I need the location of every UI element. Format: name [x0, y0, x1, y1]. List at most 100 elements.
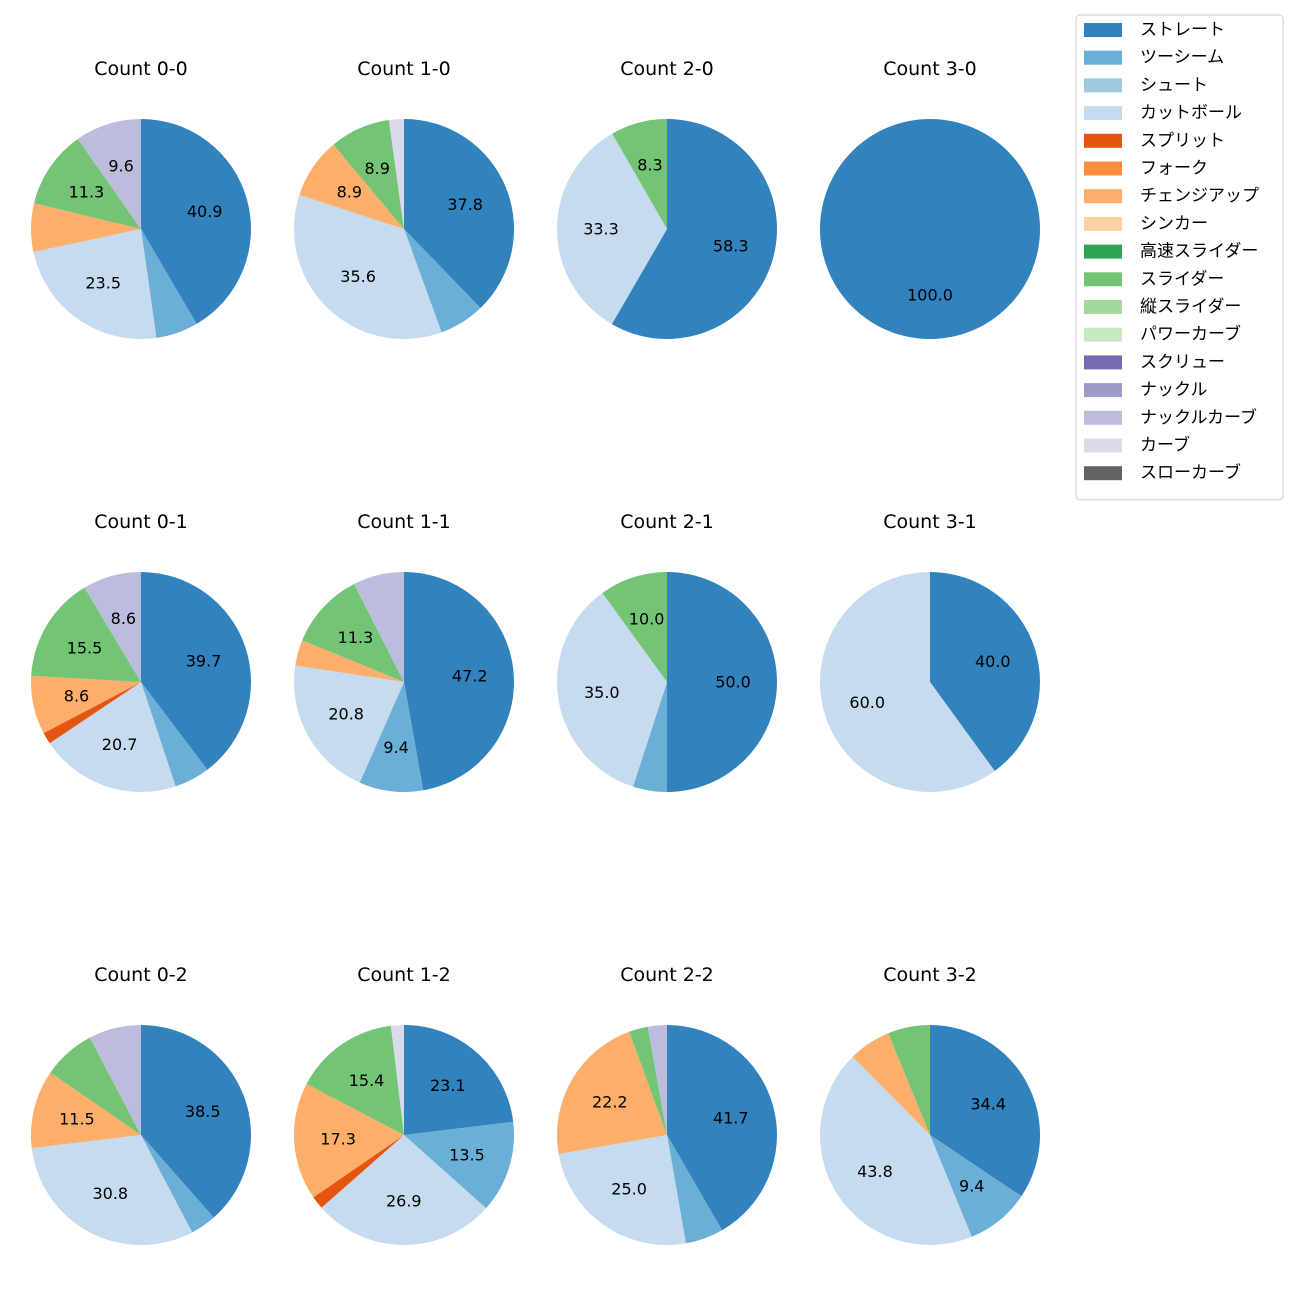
legend-entry: ナックル [1084, 380, 1208, 400]
legend-label: ナックル [1140, 380, 1208, 400]
pie-slice [930, 572, 1041, 771]
pie-slice [602, 572, 667, 682]
slice-value-label: 39.7 [186, 652, 222, 671]
slice-value-label: 9.4 [383, 738, 408, 757]
pie-slice [629, 1026, 667, 1135]
slice-value-label: 30.8 [92, 1184, 128, 1203]
slice-value-label: 17.3 [320, 1129, 356, 1148]
slice-value-label: 23.5 [85, 274, 121, 293]
legend-entry: スプリット [1084, 131, 1225, 151]
slice-value-label: 25.0 [611, 1180, 647, 1199]
legend-entry: シュート [1084, 75, 1208, 95]
pie-slice [556, 1031, 667, 1155]
slice-value-label: 8.6 [111, 609, 136, 628]
slice-value-label: 40.9 [187, 202, 223, 221]
legend-swatch [1084, 106, 1122, 121]
pie-slice [820, 572, 995, 792]
pie-slice [888, 1025, 930, 1135]
legend-label: スプリット [1140, 131, 1225, 151]
legend-entry: 高速スライダー [1084, 242, 1258, 262]
legend-swatch [1084, 355, 1122, 370]
legend-entry: スライダー [1084, 269, 1224, 289]
pie-slice [302, 583, 404, 682]
pie-slice [30, 1072, 141, 1149]
pie-slice [30, 203, 141, 253]
legend-swatch [1084, 438, 1122, 453]
pie-slice [404, 572, 514, 791]
pie-title: Count 2-0 [620, 58, 714, 80]
pie-slice [77, 119, 141, 229]
pie-slice [359, 682, 424, 792]
slice-value-label: 20.8 [328, 704, 364, 723]
legend-label: スローカーブ [1140, 462, 1241, 483]
pie-slice [390, 1025, 404, 1135]
pie-slice [556, 593, 667, 787]
slice-value-label: 23.1 [430, 1076, 466, 1095]
legend-label: フォーク [1140, 159, 1208, 179]
pie-slice [34, 139, 142, 229]
legend-entry: ツーシーム [1084, 48, 1224, 68]
pie-panel: Count 3-2 34.4 9.4 43.8 [819, 964, 1041, 1246]
pie-title: Count 0-0 [94, 58, 188, 80]
slice-value-label: 8.6 [64, 686, 89, 705]
legend-swatch [1084, 410, 1122, 425]
pie-slice [295, 640, 404, 682]
pie-title: Count 3-0 [883, 58, 977, 80]
legend-entry: ストレート [1084, 20, 1225, 40]
slice-value-label: 43.8 [857, 1162, 893, 1181]
pie-panel: Count 2-1 50.0 35.0 10.0 [556, 511, 777, 793]
pie-panel: Count 0-1 39.7 20.7 8.6 15.5 8.6 [31, 511, 252, 793]
slice-value-label: 11.5 [59, 1110, 95, 1129]
slice-value-label: 35.6 [340, 267, 376, 286]
pie-slice [647, 1025, 667, 1135]
legend-swatch [1084, 300, 1122, 314]
slice-value-label: 11.3 [69, 182, 105, 201]
pie-slice [333, 120, 404, 229]
legend-swatch [1084, 244, 1122, 259]
legend-frame [1075, 14, 1284, 501]
legend-label: スライダー [1140, 269, 1224, 289]
pie-slice [141, 1135, 214, 1233]
pie-slice [404, 119, 514, 309]
pie-title: Count 0-2 [94, 964, 188, 986]
pie-slice [299, 144, 404, 229]
pie-slice [388, 119, 404, 229]
pie-panel: Count 2-2 41.7 25.0 22.2 [556, 964, 777, 1246]
legend-label: ナックルカーブ [1140, 407, 1257, 428]
pie-slice [354, 572, 404, 682]
slice-value-label: 47.2 [452, 667, 488, 686]
legend-swatch [1084, 216, 1122, 231]
pie-panel: Count 0-2 38.5 30.8 11.5 [30, 964, 251, 1246]
slice-value-label: 100.0 [907, 286, 953, 305]
pie-slice [89, 1025, 141, 1135]
slice-value-label: 38.5 [185, 1102, 221, 1121]
pie-slice [31, 675, 142, 734]
pie-title: Count 3-1 [883, 511, 977, 533]
pie-title: Count 3-2 [883, 964, 977, 986]
pie-slice [293, 1083, 404, 1198]
pie-slice [820, 119, 1040, 339]
legend-entry: ナックルカーブ [1084, 407, 1257, 428]
legend-swatch [1084, 23, 1122, 37]
legend-entry: チェンジアップ [1084, 186, 1259, 206]
pie-slice [852, 1033, 930, 1135]
slice-value-label: 9.4 [959, 1177, 984, 1196]
pie-panel: Count 0-0 40.9 23.5 11.39.6 [30, 58, 252, 340]
pie-panel: Count 1-2 23.1 13.5 26.9 17.3 15.4 [293, 964, 515, 1245]
pie-slice [404, 1025, 514, 1135]
slice-value-label: 10.0 [629, 610, 665, 629]
slice-value-label: 15.4 [349, 1071, 385, 1090]
pie-slice [306, 1025, 404, 1135]
legend-swatch [1084, 383, 1122, 398]
pie-panel: Count 3-0 100.0 [820, 58, 1040, 339]
slice-value-label: 15.5 [67, 638, 103, 657]
legend-label: ストレート [1140, 20, 1225, 40]
pie-title: Count 2-1 [620, 511, 714, 533]
pie-slice [819, 1056, 972, 1246]
legend-label: ツーシーム [1140, 48, 1224, 68]
slice-value-label: 13.5 [449, 1145, 485, 1164]
legend-swatch [1084, 272, 1122, 287]
legend-entry: カーブ [1084, 435, 1190, 456]
slice-value-label: 37.8 [447, 195, 483, 214]
legend-swatch [1084, 161, 1122, 176]
